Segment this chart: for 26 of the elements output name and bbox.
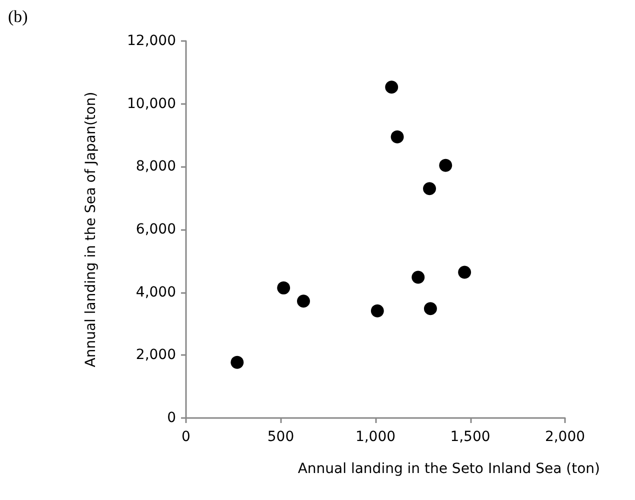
point	[424, 302, 437, 316]
point	[385, 80, 398, 94]
y-axis-title: Annual landing in the Sea of Japan(ton)	[83, 92, 99, 368]
point	[277, 281, 290, 294]
x-tick-label: 0	[182, 429, 190, 445]
x-tick-label: 500	[267, 429, 294, 445]
x-tick-label: 2,000	[544, 429, 586, 445]
y-tick-label: 12,000	[127, 33, 176, 49]
point	[390, 130, 404, 144]
y-tick-label: 4,000	[136, 284, 176, 300]
point	[412, 270, 425, 284]
y-tick-label: 2,000	[136, 347, 176, 364]
y-tick-label: 6,000	[136, 222, 176, 238]
x-axis-title: Annual landing in the Seto Inland Sea (ton)	[298, 461, 600, 477]
point	[458, 266, 472, 279]
x-tick-label: 1,000	[355, 429, 396, 445]
point	[370, 304, 384, 318]
y-tick-label: 10,000	[127, 96, 176, 112]
y-tick-label: 8,000	[136, 158, 176, 175]
text: (b)	[8, 7, 28, 26]
point	[230, 356, 244, 369]
point	[297, 294, 310, 308]
point	[439, 158, 452, 172]
point	[423, 182, 436, 196]
y-tick-label: 0	[167, 410, 176, 426]
x-tick-label: 1,500	[450, 429, 490, 445]
